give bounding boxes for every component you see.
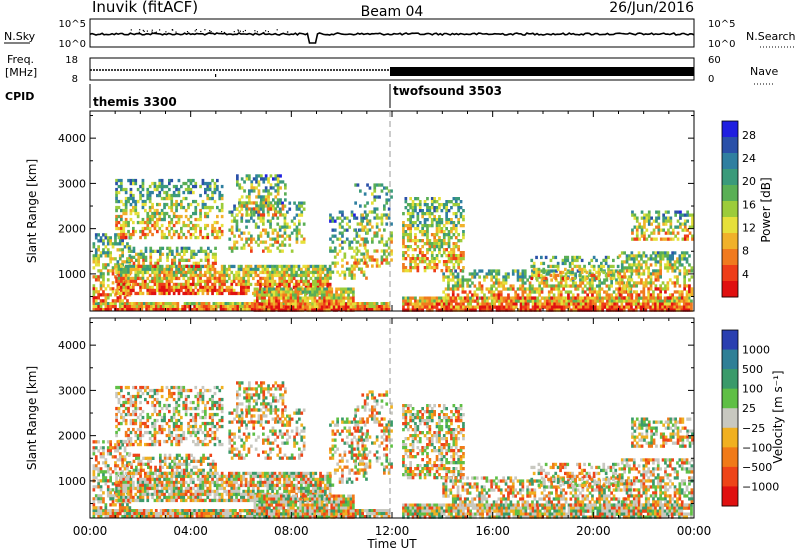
velocity-cells [92,381,694,519]
nsearch-label: N.Search [746,30,796,43]
freq-tick-top: 18 [65,55,78,66]
freq-trace [90,67,694,77]
velocity-colorbar-tick: 100 [742,383,763,396]
station-title: Inuvik (fitACF) [92,0,198,16]
colorbar-swatch [722,447,738,468]
nsky-label: N.Sky [4,30,36,43]
x-tick-label: 12:00 [375,524,410,538]
colorbar-swatch [722,281,738,298]
colorbar-swatch [722,233,738,250]
nsky-tick-bottom: 10^0 [59,39,86,50]
nsky-tick-top: 10^5 [59,19,86,30]
power-colorbar-label: Power [dB] [759,177,773,242]
x-tick-label: 00:00 [677,524,712,538]
colorbar-swatch [722,153,738,170]
y-tick-label: 1000 [58,475,86,488]
colorbar-swatch [722,486,738,507]
colorbar-swatch [722,427,738,448]
power-colorbar-tick: 24 [742,152,756,165]
power-colorbar-tick: 28 [742,129,756,142]
colorbar-swatch [722,330,738,351]
colorbar-swatch [722,201,738,218]
beam-title: Beam 04 [361,4,424,20]
freq-tick-bottom: 8 [72,74,78,85]
freq-label: Freq. [7,53,34,66]
colorbar-swatch [722,169,738,186]
power-ylabel: Slant Range [km] [25,159,39,263]
y-tick-label: 4000 [58,339,86,352]
velocity-colorbar: 1000 500 100 25 −25 −100 −500 −1000 [721,329,779,507]
freq-unit: [MHz] [5,66,37,79]
velocity-colorbar-label: Velocity [m s⁻¹] [771,370,785,463]
date-title: 26/Jun/2016 [609,0,694,16]
colorbar-swatch [722,249,738,266]
colorbar-swatch [722,349,738,370]
velocity-colorbar-tick: −1000 [742,480,779,493]
velocity-ylabel: Slant Range [km] [25,366,39,470]
power-cells [92,174,694,312]
power-colorbar-tick: 12 [742,222,756,235]
colorbar-swatch [722,388,738,409]
velocity-colorbar-tick: 500 [742,363,763,376]
colorbar-swatch [722,369,738,390]
x-tick-label: 00:00 [73,524,108,538]
colorbar-swatch [722,217,738,234]
colorbar-swatch [722,121,738,138]
colorbar-swatch [722,185,738,202]
x-axis-title: Time UT [366,537,417,551]
colorbar-swatch [722,265,738,282]
velocity-colorbar-tick: −500 [742,461,772,474]
colorbar-swatch [722,137,738,154]
nsky-strip-frame [89,18,695,48]
y-tick-label: 3000 [58,384,86,397]
power-colorbar-tick: 16 [742,198,756,211]
x-tick-label: 08:00 [274,524,309,538]
power-colorbar-tick: 4 [742,268,749,281]
nsearch-tick-bottom: 10^0 [708,39,735,50]
power-colorbar-tick: 8 [742,245,749,258]
x-tick-label: 20:00 [576,524,611,538]
y-tick-label: 1000 [58,268,86,281]
nave-tick-bottom: 0 [708,74,714,85]
power-colorbar: 4 8 12 16 20 24 28 [721,120,756,298]
cpid-segment-twofsound: twofsound 3503 [393,84,502,98]
velocity-panel: 1000 2000 3000 4000 Slant Range [km] [25,317,695,519]
time-axis-labels: 00:00 04:00 08:00 12:00 16:00 20:00 00:00 [73,524,712,538]
velocity-colorbar-tick: 1000 [742,344,770,357]
x-tick-label: 16:00 [475,524,510,538]
y-tick-label: 2000 [58,430,86,443]
nsky-trace [89,29,695,44]
velocity-colorbar-tick: −25 [742,422,765,435]
cpid-segment-themis: themis 3300 [93,95,177,109]
velocity-colorbar-tick: 25 [742,402,756,415]
nave-tick-top: 60 [708,55,721,66]
nave-label: Nave [750,65,778,78]
colorbar-swatch [722,408,738,429]
nsearch-tick-top: 10^5 [708,19,735,30]
y-tick-label: 4000 [58,132,86,145]
power-panel: 1000 2000 3000 4000 Slant Range [km] [25,110,695,312]
power-colorbar-tick: 20 [742,175,756,188]
x-tick-label: 04:00 [173,524,208,538]
velocity-colorbar-tick: −100 [742,441,772,454]
y-tick-label: 3000 [58,177,86,190]
y-tick-label: 2000 [58,223,86,236]
cpid-label: CPID [5,90,34,103]
colorbar-swatch [722,466,738,487]
